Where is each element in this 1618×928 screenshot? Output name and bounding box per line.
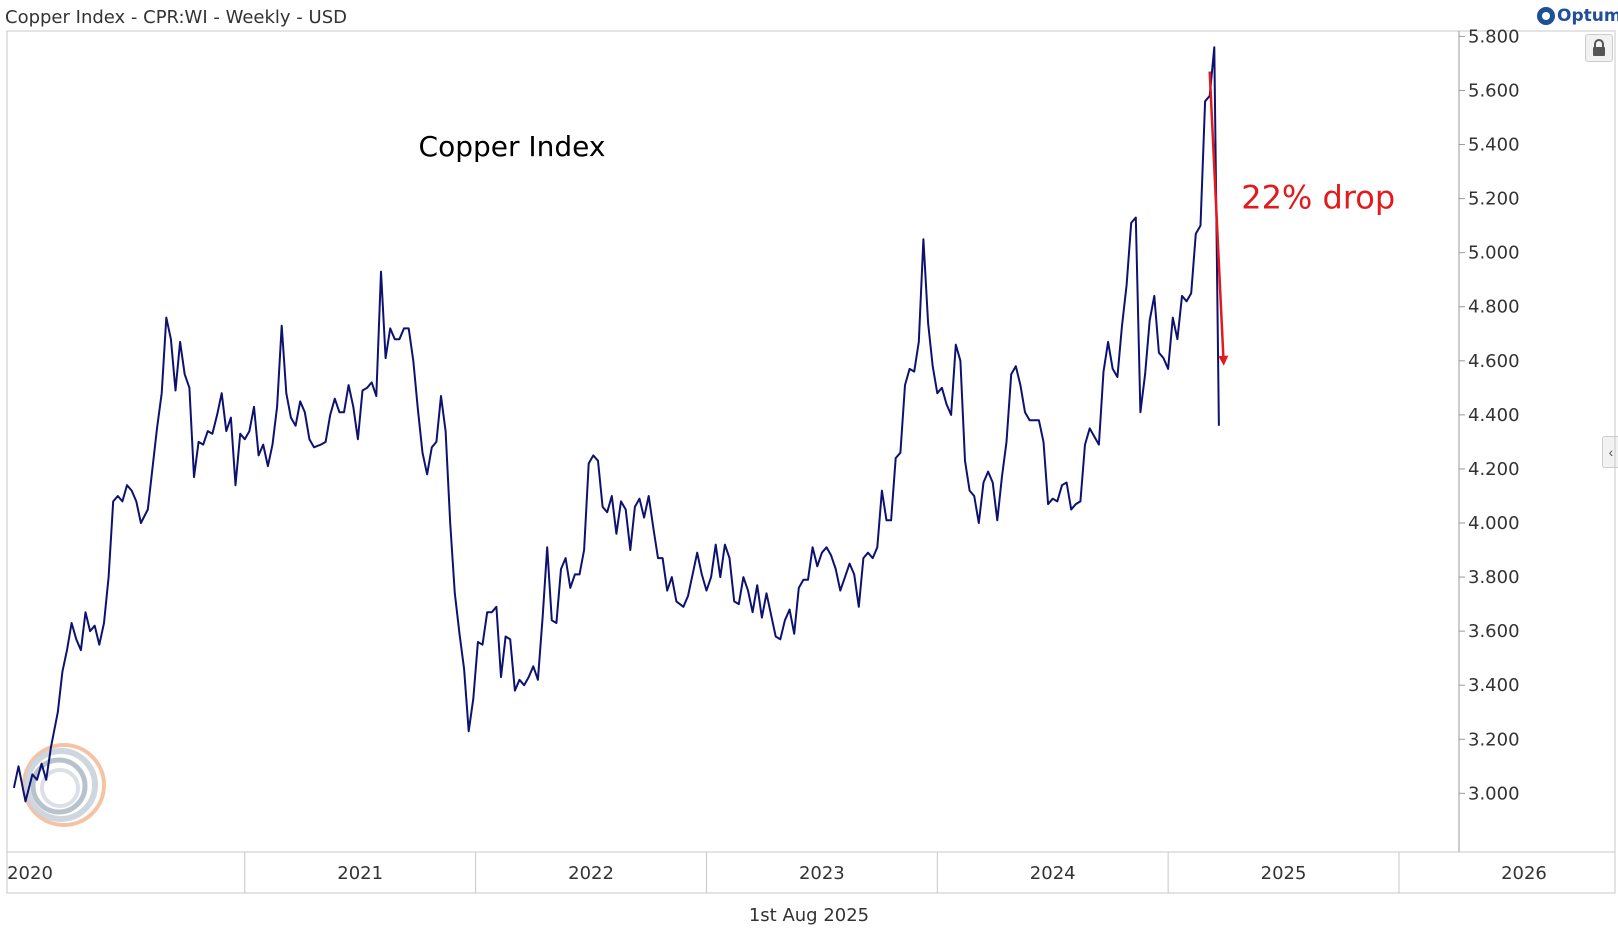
y-tick-label: 3.800	[1468, 567, 1520, 588]
collapse-panel-button[interactable]: ‹	[1602, 436, 1618, 468]
y-tick-label: 5.800	[1468, 26, 1520, 47]
lock-icon	[1593, 39, 1605, 56]
y-tick-label: 5.600	[1468, 80, 1520, 101]
y-tick-label: 3.600	[1468, 621, 1520, 642]
chevron-left-icon: ‹	[1608, 444, 1614, 460]
y-tick-label: 4.400	[1468, 405, 1520, 426]
y-tick-label: 3.000	[1468, 783, 1520, 804]
lock-button[interactable]	[1585, 34, 1613, 62]
annotations: 22% drop	[1208, 71, 1395, 366]
watermark-logo	[22, 743, 106, 827]
y-axis: 3.000 3.200 3.400 3.600 3.800 4.000 4.200 4.400…	[1459, 26, 1520, 804]
x-tick-label: 2022	[568, 863, 614, 884]
optuma-logo-icon	[1537, 7, 1555, 25]
chart-frame	[6, 30, 1616, 894]
drop-annotation-text: 22% drop	[1241, 179, 1395, 217]
x-tick-label: 2024	[1030, 863, 1076, 884]
y-tick-label: 4.000	[1468, 513, 1520, 534]
x-tick-label: 2026	[1501, 863, 1547, 884]
date-label: 1st Aug 2025	[748, 905, 870, 926]
x-axis: 2020 2021 2022 2023 2024 2025 2026	[7, 852, 1547, 893]
y-tick-label: 3.200	[1468, 729, 1520, 750]
drop-annotation-arrow	[1208, 71, 1229, 366]
y-tick-label: 4.600	[1468, 351, 1520, 372]
y-tick-label: 4.200	[1468, 459, 1520, 480]
y-tick-label: 3.400	[1468, 675, 1520, 696]
optuma-logo: Optuma	[1537, 4, 1618, 28]
copper-index-line	[12, 46, 1220, 803]
y-tick-label: 5.200	[1468, 189, 1520, 210]
x-tick-label: 2025	[1261, 863, 1307, 884]
chart-title: Copper Index	[419, 130, 606, 163]
y-tick-label: 5.400	[1468, 135, 1520, 156]
x-tick-label: 2023	[799, 863, 845, 884]
x-tick-label: 2020	[7, 863, 53, 884]
y-tick-label: 4.800	[1468, 297, 1520, 318]
y-tick-label: 5.000	[1468, 243, 1520, 264]
chart-window-title: Copper Index - CPR:WI - Weekly - USD	[5, 7, 347, 28]
logo-text: Optuma	[1557, 6, 1618, 26]
x-tick-label: 2021	[337, 863, 383, 884]
